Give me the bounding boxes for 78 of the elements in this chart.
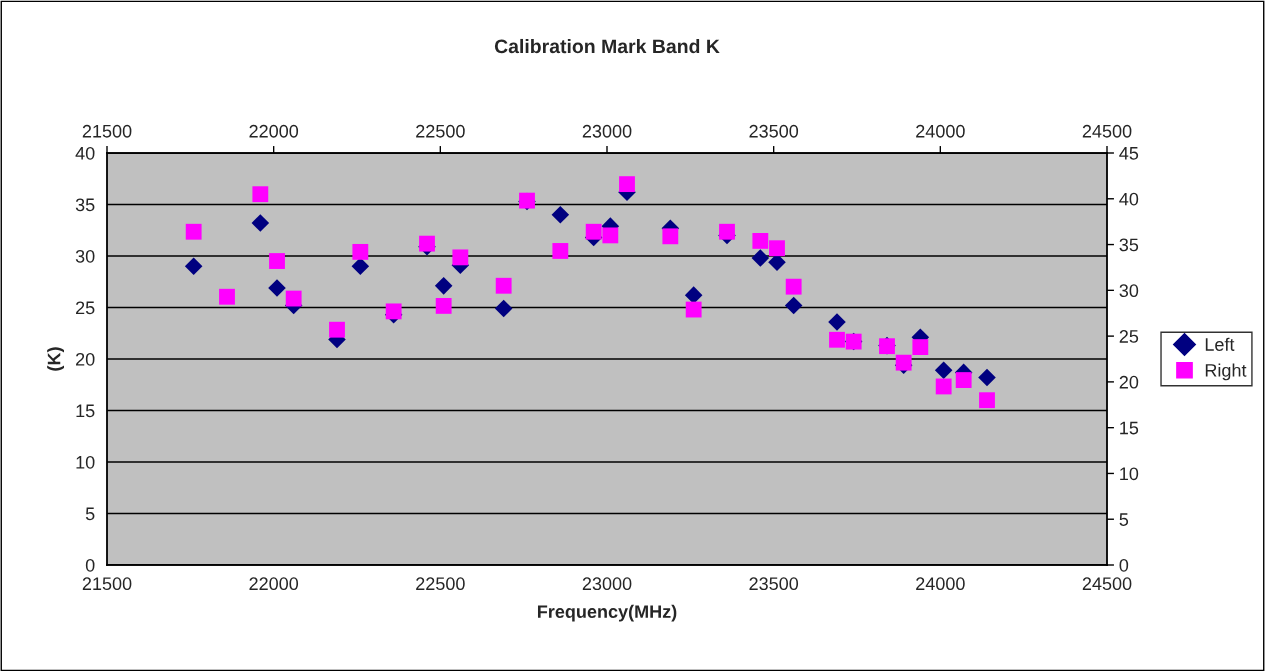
point — [419, 235, 435, 252]
y2-tick-label: 25 — [1119, 330, 1139, 343]
point — [251, 214, 270, 232]
y-axis-title: (K) — [47, 347, 64, 371]
point — [719, 223, 735, 240]
point — [602, 227, 619, 244]
x-tick-label: 21500 — [82, 577, 132, 591]
y-tick-label: 25 — [76, 301, 95, 315]
y2-tick-label: 0 — [1119, 558, 1129, 572]
point — [769, 240, 785, 257]
point — [385, 303, 402, 320]
point — [351, 257, 370, 276]
x2-tick-label: 23000 — [582, 124, 632, 138]
point — [252, 186, 269, 203]
x-tick-label: 22500 — [416, 577, 465, 591]
point — [829, 331, 845, 348]
x2-tick-label: 22500 — [416, 124, 465, 138]
point — [268, 279, 286, 297]
y-tick-label: 35 — [75, 198, 95, 212]
point — [684, 286, 703, 304]
point — [784, 296, 803, 315]
point — [955, 372, 972, 388]
point — [269, 253, 285, 269]
point — [435, 297, 452, 314]
legend-label: Left — [1205, 337, 1235, 351]
y-tick-label: 40 — [75, 146, 95, 160]
y2-tick-label: 45 — [1119, 147, 1139, 160]
point — [495, 277, 512, 294]
y-tick-label: 20 — [76, 352, 95, 366]
x-tick-label: 23500 — [749, 577, 799, 591]
point — [912, 339, 929, 356]
point — [329, 321, 345, 338]
y-tick-label: 10 — [76, 455, 95, 469]
point — [184, 257, 203, 276]
chart-title: Calibration Mark Band K — [494, 38, 720, 54]
point — [752, 232, 769, 249]
y-tick-label: 5 — [85, 507, 95, 521]
point — [285, 290, 302, 307]
point — [219, 288, 235, 305]
point — [751, 249, 770, 267]
y2-tick-label: 40 — [1119, 192, 1139, 206]
x-tick-label: 24000 — [916, 577, 965, 591]
point — [434, 277, 453, 295]
x-axis-title: Frequency(MHz) — [537, 604, 677, 622]
point — [494, 299, 513, 318]
point — [828, 313, 846, 331]
point — [619, 176, 635, 193]
y2-tick-label: 10 — [1120, 467, 1139, 481]
y-tick-label: 30 — [75, 249, 95, 263]
point — [785, 278, 802, 295]
y-tick-label: 0 — [85, 558, 95, 572]
point — [452, 249, 469, 266]
y2-tick-label: 20 — [1119, 375, 1139, 389]
point — [185, 223, 202, 240]
x-tick-label: 24500 — [1082, 577, 1132, 591]
x-tick-label: 22000 — [249, 577, 299, 591]
x2-tick-label: 24500 — [1082, 124, 1132, 138]
x-tick-label: 23000 — [582, 577, 632, 591]
point — [934, 361, 953, 380]
y-tick-label: 15 — [76, 404, 95, 418]
point — [352, 243, 369, 260]
point — [978, 368, 996, 387]
point — [551, 206, 570, 224]
y2-tick-label: 35 — [1119, 238, 1139, 252]
point — [585, 223, 602, 240]
legend-label: Right — [1205, 363, 1247, 381]
y2-tick-label: 30 — [1119, 284, 1139, 298]
x2-tick-label: 22000 — [249, 124, 299, 138]
point — [662, 228, 679, 245]
point — [685, 301, 702, 318]
x2-tick-label: 21500 — [82, 124, 132, 138]
y2-tick-label: 15 — [1120, 421, 1139, 435]
point — [552, 243, 569, 259]
point — [935, 378, 952, 395]
x2-tick-label: 23500 — [749, 124, 799, 138]
x2-tick-label: 24000 — [916, 124, 965, 138]
point — [979, 392, 995, 409]
y2-tick-label: 5 — [1119, 513, 1129, 526]
